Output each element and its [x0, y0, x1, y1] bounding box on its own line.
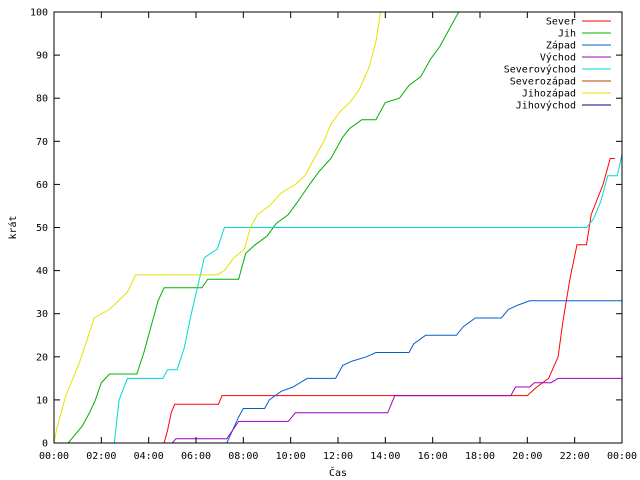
- legend-label: Západ: [546, 40, 576, 52]
- series-line-0: [54, 158, 615, 444]
- y-tick-label: 70: [36, 137, 48, 148]
- y-tick-label: 60: [36, 180, 48, 191]
- axis-ticks: [53, 11, 623, 444]
- y-tick-label: 20: [36, 352, 48, 363]
- y-tick-label: 50: [36, 223, 48, 234]
- y-tick-label: 0: [42, 439, 48, 450]
- y-tick-label: 30: [36, 309, 48, 320]
- axis-tick-labels: 0 10 20 30 40 50 60 70 80 90 100 00:00 02:00 04:00 06:…: [30, 8, 637, 463]
- y-axis-label: krát: [7, 215, 19, 239]
- x-tick-label: 00:00: [39, 451, 69, 462]
- x-tick-label: 02:00: [86, 451, 116, 462]
- x-tick-label: 04:00: [134, 451, 164, 462]
- y-tick-label: 10: [36, 395, 48, 406]
- x-tick-label: 08:00: [228, 451, 258, 462]
- x-tick-label: 10:00: [276, 451, 306, 462]
- legend-label: Sever: [546, 17, 576, 28]
- legend-label: Východ: [540, 52, 576, 64]
- x-tick-label: 06:00: [181, 451, 211, 462]
- series-line-1: [54, 11, 460, 444]
- x-axis-label: Čas: [329, 466, 347, 479]
- legend-label: Severozápad: [510, 76, 576, 88]
- x-tick-label: 00:00: [607, 451, 637, 462]
- y-tick-label: 40: [36, 266, 48, 277]
- legend-label: Severovýchod: [504, 64, 576, 76]
- legend-label: Jih: [558, 29, 576, 40]
- series-line-3: [54, 377, 622, 444]
- series-line-2: [54, 300, 622, 444]
- x-tick-label: 14:00: [370, 451, 400, 462]
- legend-label: Jihozápad: [522, 88, 576, 100]
- y-tick-label: 100: [30, 8, 48, 19]
- x-tick-label: 18:00: [465, 451, 495, 462]
- x-tick-label: 22:00: [560, 451, 590, 462]
- x-tick-label: 20:00: [512, 451, 542, 462]
- x-tick-label: 12:00: [323, 451, 353, 462]
- y-tick-label: 90: [36, 51, 48, 62]
- x-tick-label: 16:00: [418, 451, 448, 462]
- legend-label: Jihovýchod: [516, 100, 576, 112]
- series-line-6: [53, 11, 382, 444]
- series-line-4: [54, 154, 623, 444]
- y-tick-label: 80: [36, 94, 48, 105]
- legend: SeverJihZápadVýchodSeverovýchodSeverozáp…: [504, 17, 611, 112]
